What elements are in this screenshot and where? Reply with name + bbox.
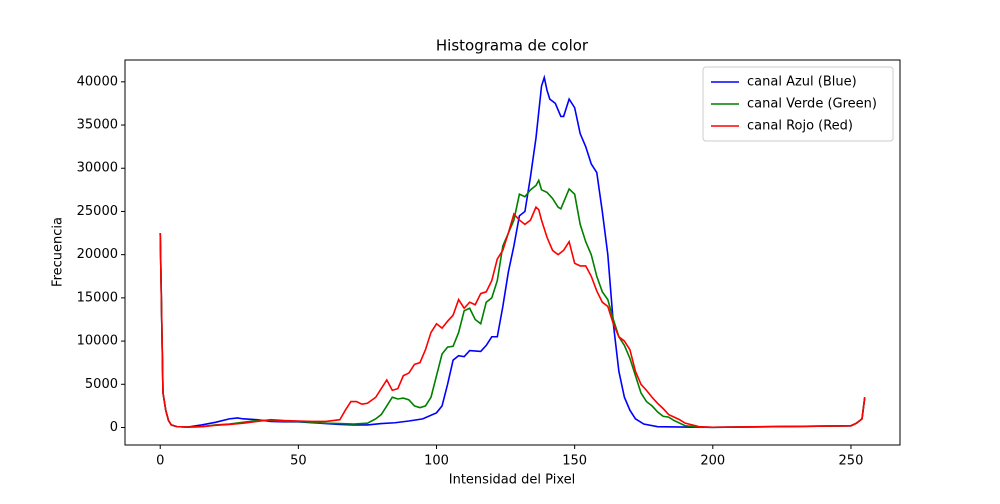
x-tick-label: 200 bbox=[700, 454, 725, 469]
x-tick-label: 250 bbox=[839, 454, 864, 469]
x-tick-label: 50 bbox=[290, 454, 307, 469]
y-tick-label: 30000 bbox=[77, 161, 118, 176]
y-tick-label: 25000 bbox=[77, 204, 118, 219]
legend-label: canal Verde (Green) bbox=[747, 97, 877, 112]
y-tick-label: 10000 bbox=[77, 334, 118, 349]
legend-label: canal Azul (Blue) bbox=[747, 75, 857, 90]
y-tick-label: 20000 bbox=[77, 247, 118, 262]
y-tick-label: 5000 bbox=[85, 377, 118, 392]
y-axis-label: Frecuencia bbox=[51, 217, 66, 287]
y-tick-label: 15000 bbox=[77, 290, 118, 305]
series-line bbox=[159, 205, 866, 429]
y-tick-label: 35000 bbox=[77, 118, 118, 133]
legend-label: canal Rojo (Red) bbox=[747, 119, 853, 134]
x-axis-label: Intensidad del Pixel bbox=[449, 473, 575, 488]
x-tick-label: 0 bbox=[156, 454, 164, 469]
y-tick-label: 0 bbox=[110, 420, 118, 435]
series-line bbox=[159, 74, 866, 429]
chart-title: Histograma de color bbox=[436, 37, 589, 55]
y-tick-label: 40000 bbox=[77, 74, 118, 89]
x-tick-label: 100 bbox=[424, 454, 449, 469]
plot-frame bbox=[124, 59, 901, 446]
legend-box bbox=[702, 66, 894, 142]
x-tick-label: 150 bbox=[562, 454, 587, 469]
